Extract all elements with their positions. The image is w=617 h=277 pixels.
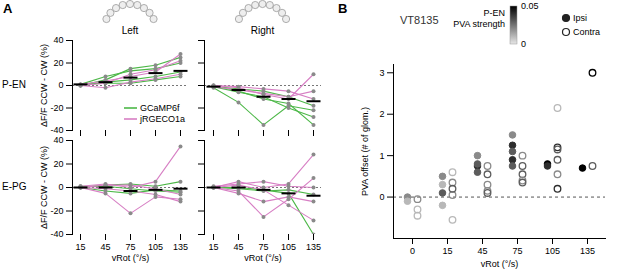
svg-text:jRGECO1a: jRGECO1a (139, 114, 185, 124)
svg-text:15: 15 (75, 242, 85, 252)
svg-text:ΔF/F CCW - CW (%): ΔF/F CCW - CW (%) (39, 146, 49, 229)
svg-text:0.05: 0.05 (521, 1, 539, 11)
svg-text:0: 0 (410, 246, 415, 256)
svg-text:15: 15 (442, 246, 452, 256)
svg-text:A: A (3, 1, 13, 16)
svg-text:vRot (°/s): vRot (°/s) (112, 253, 150, 263)
svg-text:P-EN: P-EN (2, 79, 26, 90)
svg-text:135: 135 (173, 242, 188, 252)
svg-text:3: 3 (379, 68, 384, 78)
svg-text:vRot (°/s): vRot (°/s) (244, 253, 282, 263)
svg-text:105: 105 (281, 242, 296, 252)
svg-text:B: B (338, 1, 347, 16)
svg-text:-40: -40 (50, 229, 63, 239)
svg-text:40: 40 (53, 36, 63, 45)
svg-text:-40: -40 (50, 125, 63, 135)
svg-text:2: 2 (379, 109, 384, 119)
svg-text:E-PG: E-PG (2, 181, 27, 192)
svg-text:0: 0 (58, 182, 63, 192)
svg-text:135: 135 (580, 246, 595, 256)
svg-text:Right: Right (251, 25, 275, 36)
svg-text:15: 15 (208, 242, 218, 252)
svg-text:135: 135 (306, 242, 321, 252)
svg-text:20: 20 (53, 58, 63, 68)
svg-text:-20: -20 (50, 103, 63, 113)
svg-text:45: 45 (233, 242, 243, 252)
svg-text:P-EN: P-EN (483, 8, 505, 18)
svg-text:75: 75 (258, 242, 268, 252)
svg-text:PVA strength: PVA strength (453, 19, 505, 29)
svg-text:-20: -20 (50, 206, 63, 216)
svg-text:ΔF/F CCW - CW (%): ΔF/F CCW - CW (%) (39, 44, 49, 127)
svg-text:75: 75 (512, 246, 522, 256)
svg-text:vRot (°/s): vRot (°/s) (481, 259, 519, 269)
svg-text:75: 75 (125, 242, 135, 252)
svg-text:0: 0 (521, 39, 526, 49)
svg-text:Ipsi: Ipsi (573, 13, 587, 23)
svg-text:0: 0 (379, 192, 384, 202)
svg-text:1: 1 (379, 151, 384, 161)
svg-text:PVA offset (# of glom.): PVA offset (# of glom.) (360, 107, 370, 196)
svg-text:40: 40 (53, 136, 63, 145)
svg-text:45: 45 (477, 246, 487, 256)
svg-text:105: 105 (545, 246, 560, 256)
svg-text:45: 45 (100, 242, 110, 252)
svg-text:VT8135: VT8135 (400, 14, 439, 26)
svg-text:105: 105 (148, 242, 163, 252)
svg-text:Contra: Contra (573, 27, 600, 37)
svg-text:GCaMP6f: GCaMP6f (140, 103, 180, 113)
svg-text:20: 20 (53, 159, 63, 169)
svg-text:0: 0 (58, 80, 63, 90)
svg-text:Left: Left (122, 25, 139, 36)
